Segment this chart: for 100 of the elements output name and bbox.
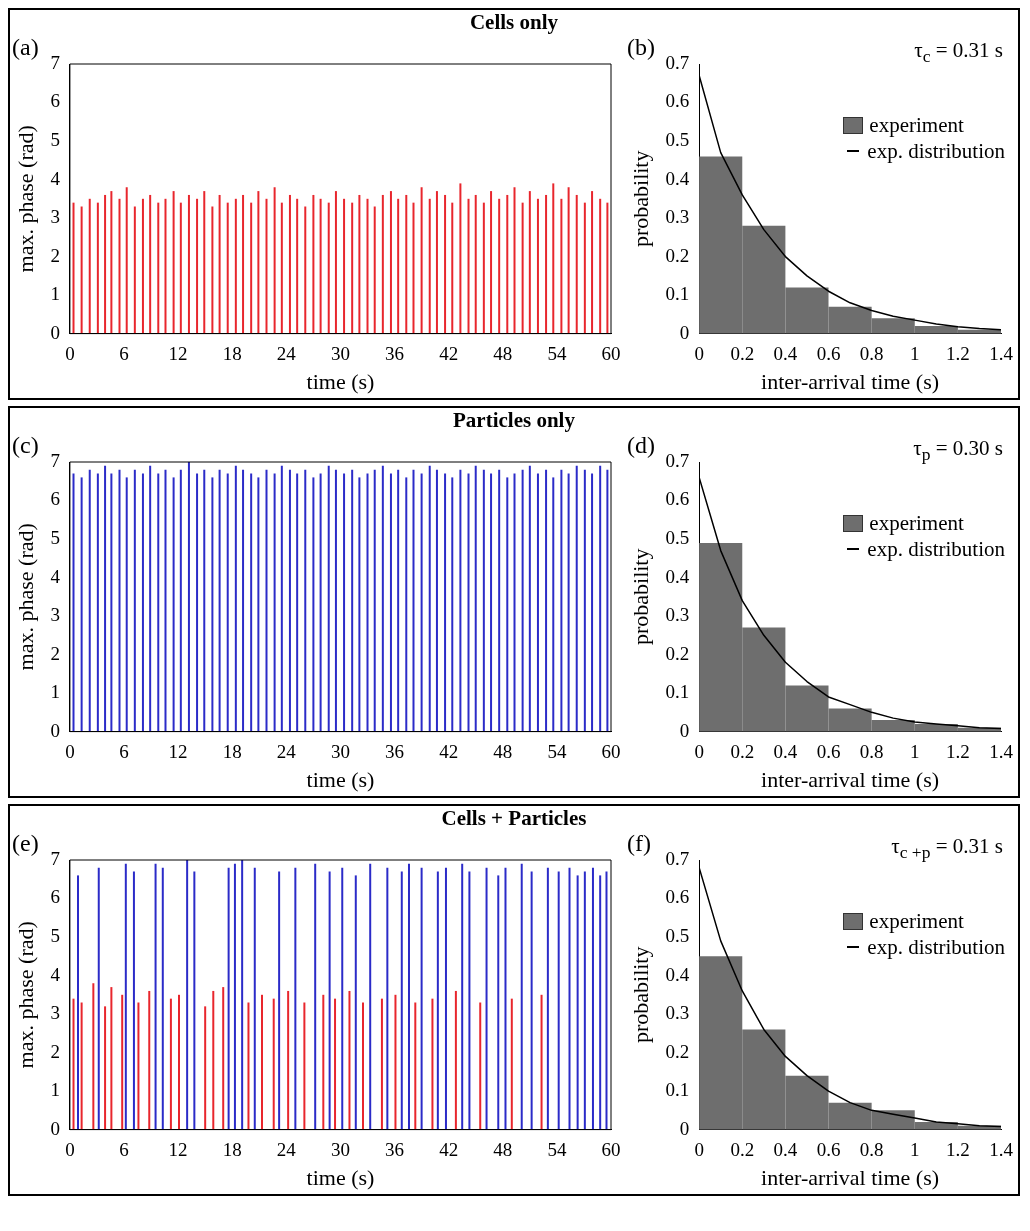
bar (444, 867, 447, 1130)
y-tick-label: 0 (679, 1117, 690, 1139)
x-tick-label: 1.2 (946, 343, 970, 365)
chart-title: Cells + Particles (440, 806, 588, 830)
y-tick-label: 0.4 (665, 167, 690, 189)
x-tick-label: 0.8 (859, 1139, 884, 1161)
y-tick-label: 4 (50, 167, 61, 189)
bar (407, 863, 410, 1130)
x-tick-label: 0 (694, 343, 704, 365)
y-tick-label: 3 (50, 1002, 60, 1024)
legend-label: exp. distribution (867, 138, 1005, 164)
bar (161, 867, 164, 1130)
x-tick-label: 36 (385, 343, 405, 365)
bar (568, 867, 571, 1130)
y-tick-label: 1 (50, 681, 60, 703)
bar (497, 875, 500, 1130)
x-tick-label: 1 (910, 343, 920, 365)
y-tick-label: 0.6 (665, 90, 690, 112)
bar (334, 998, 337, 1130)
x-tick-label: 24 (276, 1139, 297, 1161)
x-tick-label: 1 (910, 741, 920, 763)
x-tick-label: 36 (385, 741, 405, 763)
x-tick-label: 0 (65, 741, 75, 763)
x-tick-label: 42 (439, 741, 459, 763)
bar (92, 983, 95, 1130)
x-tick-label: 12 (168, 1139, 188, 1161)
x-tick-label: 1.4 (989, 343, 1014, 365)
bar (576, 875, 579, 1130)
bar (233, 863, 236, 1130)
x-tick-label: 54 (547, 741, 567, 763)
bar (72, 998, 75, 1130)
bar (348, 990, 351, 1130)
y-tick-label: 0 (50, 1117, 60, 1139)
y-tick-label: 0.1 (665, 681, 690, 703)
x-tick-label: 0.8 (859, 343, 884, 365)
x-tick-label: 54 (547, 343, 567, 365)
x-tick-label: 1 (910, 1139, 920, 1161)
legend-label: experiment (869, 908, 964, 934)
x-tick-label: 0.2 (730, 741, 755, 763)
bar (386, 867, 389, 1130)
y-tick-label: 0.1 (665, 283, 690, 305)
bar (121, 994, 124, 1130)
bar (328, 871, 331, 1130)
y-tick-label: 0.2 (665, 1040, 690, 1062)
bar (431, 998, 434, 1130)
bar (193, 871, 196, 1130)
annotation: τ$_{p}$ = 0.30 s (913, 436, 1003, 466)
bar (591, 867, 594, 1130)
x-tick-label: 0 (694, 1139, 704, 1161)
bar (294, 867, 297, 1130)
y-tick-label: 0.5 (665, 129, 690, 151)
y-tick-label: 0.6 (665, 488, 690, 510)
bar (583, 871, 586, 1130)
y-tick-label: 5 (50, 527, 60, 549)
x-tick-label: 0.6 (816, 741, 841, 763)
x-tick-label: 0 (694, 741, 704, 763)
bar (380, 998, 383, 1130)
bar (485, 867, 488, 1130)
bar (454, 990, 457, 1130)
y-axis-title: probability (627, 150, 653, 248)
y-tick-label: 0.4 (665, 963, 690, 985)
x-tick-label: 30 (330, 343, 350, 365)
bar (154, 863, 157, 1130)
x-tick-label: 0.8 (859, 741, 884, 763)
y-axis-title: probability (627, 548, 653, 646)
bar (137, 1002, 140, 1130)
bar (169, 998, 172, 1130)
bar (253, 867, 256, 1130)
text: (c) (12, 432, 39, 459)
legend-label: exp. distribution (867, 536, 1005, 562)
x-tick-label: 60 (601, 741, 621, 763)
y-tick-label: 3 (50, 604, 60, 626)
x-tick-label: 1.4 (989, 741, 1014, 763)
bar (461, 863, 464, 1130)
bar (504, 867, 507, 1130)
bar (287, 990, 290, 1130)
bar (97, 867, 100, 1130)
legend-label: exp. distribution (867, 934, 1005, 960)
x-axis-title: inter-arrival time (s) (761, 368, 940, 394)
bar (354, 875, 357, 1130)
bar (605, 871, 608, 1130)
legend-label: experiment (869, 112, 964, 138)
y-tick-label: 7 (50, 51, 60, 73)
bar (303, 1002, 306, 1130)
bar (520, 863, 523, 1130)
bar (322, 994, 325, 1130)
y-tick-label: 0 (679, 719, 690, 741)
bar (394, 994, 397, 1130)
y-tick-label: 0.2 (665, 642, 690, 664)
y-tick-label: 3 (50, 206, 60, 228)
bar (530, 871, 533, 1130)
x-tick-label: 0.6 (816, 343, 841, 365)
x-tick-label: 18 (222, 343, 242, 365)
bar (599, 875, 602, 1130)
y-tick-label: 1 (50, 283, 60, 305)
y-tick-label: 0.6 (665, 886, 690, 908)
x-tick-label: 0.4 (773, 1139, 798, 1161)
x-tick-label: 60 (601, 343, 621, 365)
y-tick-label: 0.2 (665, 244, 690, 266)
x-tick-label: 0 (65, 1139, 75, 1161)
